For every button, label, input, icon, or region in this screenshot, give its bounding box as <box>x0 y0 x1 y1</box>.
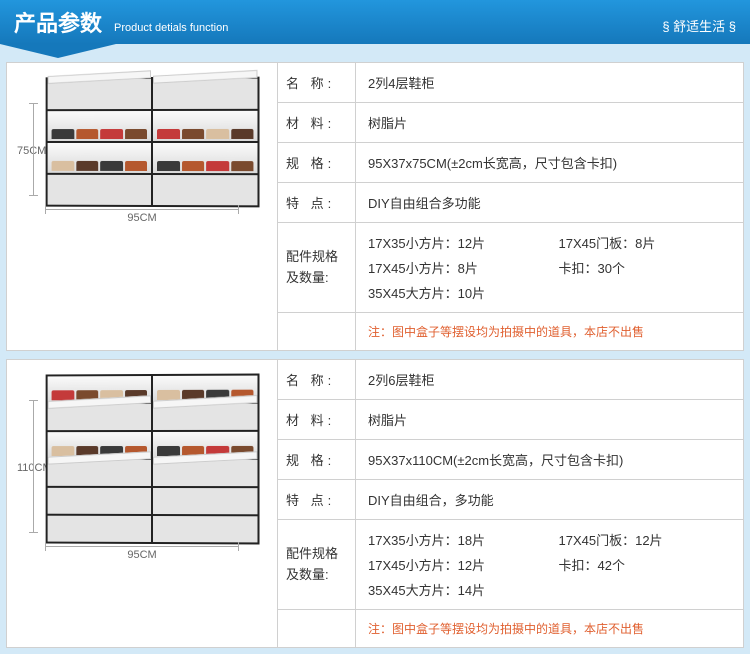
spec-label: 材 料: <box>278 400 356 439</box>
spec-row: 规 格:95X37x75CM(±2cm长宽高，尺寸包含卡扣) <box>278 143 743 183</box>
spec-row: 材 料:树脂片 <box>278 400 743 440</box>
spec-value: DIY自由组合，多功能 <box>356 480 743 519</box>
parts-values: 17X35小方片：18片 17X45门板：12片 17X45小方片：12片卡扣：42… <box>356 520 743 609</box>
product-panel: 37CM110CM95CM名 称:2列6层鞋柜材 料:树脂片规 格:95X37x… <box>6 359 744 648</box>
parts-item: 17X35小方片：12片 <box>368 233 541 252</box>
parts-row: 配件规格及数量: 17X35小方片：18片 17X45门板：12片 17X45小方片：… <box>278 520 743 610</box>
spec-value: 树脂片 <box>356 400 743 439</box>
note-text: 注：图中盒子等摆设均为拍摄中的道具，本店不出售 <box>356 610 656 647</box>
dimension-height-line <box>33 400 34 533</box>
product-panel: 37CM75CM95CM名 称:2列4层鞋柜材 料:树脂片规 格:95X37x7… <box>6 62 744 351</box>
spec-row: 材 料:树脂片 <box>278 103 743 143</box>
spec-label: 名 称: <box>278 360 356 399</box>
parts-item: 17X45门板：8片 <box>559 233 732 252</box>
parts-item: 卡扣：42个 <box>559 555 732 574</box>
spec-label: 名 称: <box>278 63 356 102</box>
parts-item: 卡扣：30个 <box>559 258 732 277</box>
spec-label: 特 点: <box>278 183 356 222</box>
spec-label: 材 料: <box>278 103 356 142</box>
parts-item: 17X35小方片：18片 <box>368 530 541 549</box>
header-pointer-icon <box>0 44 116 58</box>
parts-item: 17X45小方片：8片 <box>368 258 541 277</box>
parts-row: 配件规格及数量: 17X35小方片：12片 17X45门板：8片 17X45小方片：8… <box>278 223 743 313</box>
cabinet-illustration <box>46 374 260 545</box>
product-image-column: 37CM110CM95CM <box>7 360 277 647</box>
note-label-empty <box>278 313 356 350</box>
note-text: 注：图中盒子等摆设均为拍摄中的道具，本店不出售 <box>356 313 656 350</box>
parts-label: 配件规格及数量: <box>278 223 356 312</box>
parts-values: 17X35小方片：12片 17X45门板：8片 17X45小方片：8片卡扣：30个 3… <box>356 223 743 312</box>
spec-row: 规 格:95X37x110CM(±2cm长宽高，尺寸包含卡扣) <box>278 440 743 480</box>
spec-table: 名 称:2列4层鞋柜材 料:树脂片规 格:95X37x75CM(±2cm长宽高，… <box>277 63 743 350</box>
parts-item: 17X45门板：12片 <box>559 530 732 549</box>
note-row: 注：图中盒子等摆设均为拍摄中的道具，本店不出售 <box>278 313 743 350</box>
spec-value: 树脂片 <box>356 103 743 142</box>
spec-row: 名 称:2列6层鞋柜 <box>278 360 743 400</box>
parts-item: 35X45大方片：14片 <box>368 580 541 599</box>
dimension-width-line <box>45 209 239 210</box>
spec-value: DIY自由组合多功能 <box>356 183 743 222</box>
spec-label: 规 格: <box>278 143 356 182</box>
spec-row: 特 点:DIY自由组合，多功能 <box>278 480 743 520</box>
spec-label: 特 点: <box>278 480 356 519</box>
section-header: 产品参数 Product detials function § 舒适生活 § <box>0 0 750 44</box>
product-image-column: 37CM75CM95CM <box>7 63 277 350</box>
parts-item <box>559 283 732 302</box>
spec-value: 95X37x75CM(±2cm长宽高，尺寸包含卡扣) <box>356 143 743 182</box>
dimension-width: 95CM <box>17 212 267 224</box>
spec-value: 2列4层鞋柜 <box>356 63 743 102</box>
header-slogan: § 舒适生活 § <box>662 16 736 35</box>
spec-value: 95X37x110CM(±2cm长宽高，尺寸包含卡扣) <box>356 440 743 479</box>
spec-row: 特 点:DIY自由组合多功能 <box>278 183 743 223</box>
cabinet-illustration <box>46 77 260 208</box>
spec-row: 名 称:2列4层鞋柜 <box>278 63 743 103</box>
parts-label: 配件规格及数量: <box>278 520 356 609</box>
content-area: 37CM75CM95CM名 称:2列4层鞋柜材 料:树脂片规 格:95X37x7… <box>0 44 750 654</box>
note-label-empty <box>278 610 356 647</box>
dimension-height-line <box>33 103 34 196</box>
header-title: 产品参数 <box>14 6 102 38</box>
header-subtitle: Product detials function <box>114 22 228 34</box>
parts-item: 17X45小方片：12片 <box>368 555 541 574</box>
dimension-width: 95CM <box>17 549 267 561</box>
note-row: 注：图中盒子等摆设均为拍摄中的道具，本店不出售 <box>278 610 743 647</box>
spec-value: 2列6层鞋柜 <box>356 360 743 399</box>
spec-table: 名 称:2列6层鞋柜材 料:树脂片规 格:95X37x110CM(±2cm长宽高… <box>277 360 743 647</box>
spec-label: 规 格: <box>278 440 356 479</box>
dimension-width-line <box>45 546 239 547</box>
parts-item <box>559 580 732 599</box>
parts-item: 35X45大方片：10片 <box>368 283 541 302</box>
dimension-height: 75CM <box>17 145 46 157</box>
